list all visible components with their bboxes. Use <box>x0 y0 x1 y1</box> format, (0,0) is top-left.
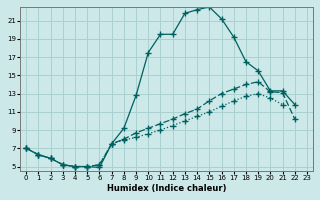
X-axis label: Humidex (Indice chaleur): Humidex (Indice chaleur) <box>107 184 226 193</box>
